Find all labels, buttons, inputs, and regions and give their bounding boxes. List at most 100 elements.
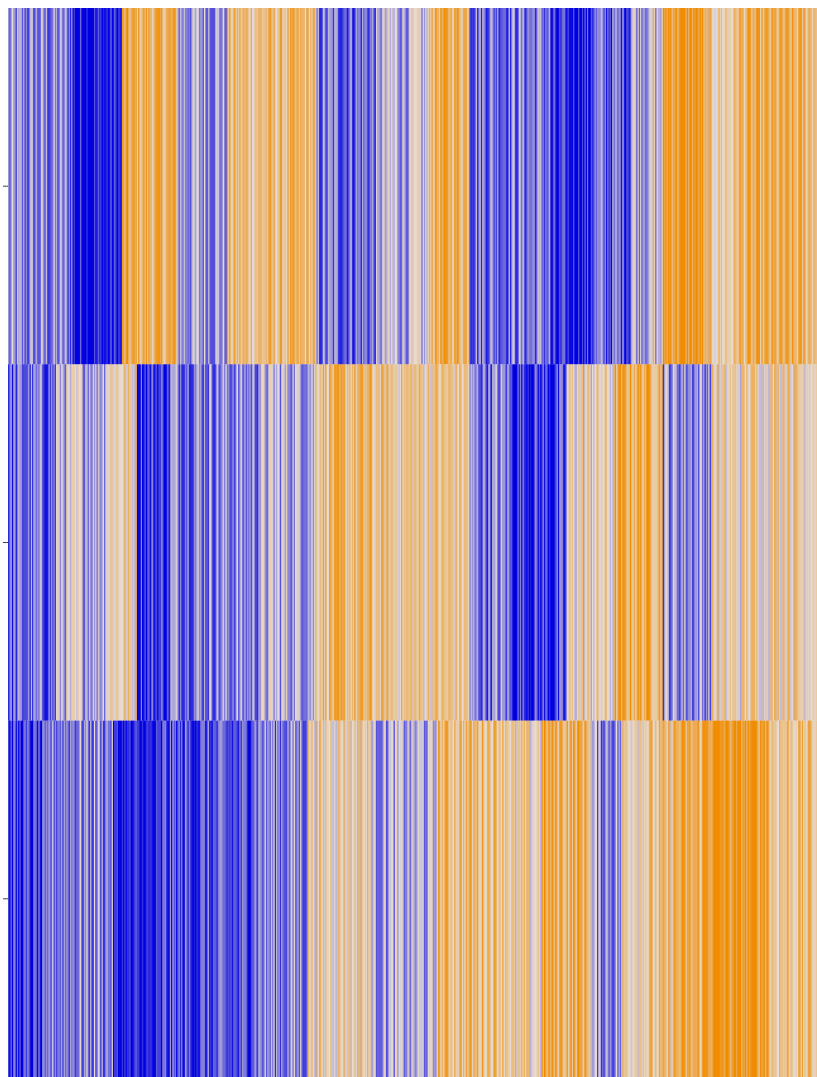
heatmap-cell [43,8,46,365]
heatmap-cell [99,364,101,721]
heatmap-cell [559,8,561,365]
heatmap-cell [536,8,539,365]
heatmap-cell [714,8,717,365]
heatmap-cell [129,8,132,365]
heatmap-cell [685,364,688,721]
heatmap-cell [34,364,37,721]
heatmap-cell [48,720,51,1077]
heatmap-cell [192,364,195,721]
heatmap-cell [708,720,711,1077]
heatmap-cell [75,720,77,1077]
heatmap-cell [203,720,206,1077]
heatmap-cell [10,8,13,365]
heatmap-cell [355,364,358,721]
heatmap-cell [528,8,531,365]
heatmap-cell [779,720,781,1077]
heatmap-cell [364,364,367,721]
heatmap-cell [341,8,344,365]
heatmap-cell [428,8,431,365]
heatmap-cell [52,364,55,721]
heatmap-cell [782,720,785,1077]
heatmap-cell [182,8,185,365]
heatmap-cell [427,720,430,1077]
heatmap-cell [193,364,196,721]
heatmap-cell [80,8,82,365]
heatmap-cell [378,720,381,1077]
heatmap-cell [131,8,134,365]
heatmap-cell [96,8,99,365]
heatmap-cell [651,720,654,1077]
heatmap-cell [755,364,757,721]
heatmap-cell [272,8,275,365]
heatmap-cell [80,364,82,721]
heatmap-cell [226,720,229,1077]
heatmap-cell [316,364,319,721]
heatmap-cell [523,720,526,1077]
heatmap-cell [734,8,737,365]
heatmap-cell [49,8,52,365]
heatmap-cell [441,720,444,1077]
heatmap-cell [456,720,459,1077]
heatmap-cell [503,8,506,365]
heatmap-cell [348,364,350,721]
heatmap-cell [234,364,237,721]
heatmap-cell [251,720,254,1077]
heatmap-cell [420,364,422,721]
heatmap-cell [504,720,507,1077]
heatmap-cell [666,364,669,721]
heatmap-cell [147,720,149,1077]
heatmap-cell [612,364,615,721]
heatmap-cell [799,364,802,721]
heatmap-cell [306,364,309,721]
heatmap-cell [288,364,291,721]
heatmap-cell [608,720,611,1077]
heatmap-cell [77,720,80,1077]
heatmap-cell [771,720,774,1077]
heatmap-cell [202,720,205,1077]
heatmap-cell [781,364,784,721]
heatmap-cell [454,364,457,721]
heatmap-cell [426,8,429,365]
heatmap-cell [634,8,637,365]
heatmap-cell [535,720,537,1077]
heatmap-cell [791,8,794,365]
heatmap-cell [67,364,70,721]
heatmap-cell [656,720,659,1077]
heatmap-cell [123,8,125,365]
heatmap-cell [188,8,191,365]
heatmap-cell [88,8,91,365]
heatmap-cell [219,8,221,365]
heatmap-cell [440,720,443,1077]
heatmap-cell [35,8,38,365]
heatmap-cell [482,8,484,365]
heatmap-cell [733,720,736,1077]
heatmap-cell [618,8,621,365]
heatmap-cell [90,720,93,1077]
heatmap-cell [432,364,435,721]
heatmap-cell [37,720,39,1077]
heatmap-cell [287,8,290,365]
heatmap-cell [257,8,259,365]
heatmap-cell [409,720,412,1077]
heatmap-cell [268,720,271,1077]
heatmap-cell [737,720,740,1077]
heatmap-cell [479,720,482,1077]
heatmap-cell [746,364,749,721]
heatmap-cell [401,720,403,1077]
heatmap-cell [244,364,247,721]
heatmap-cell [691,8,694,365]
heatmap-cell [388,720,391,1077]
heatmap-cell [525,720,527,1077]
heatmap-cell [391,364,393,721]
heatmap-cell [212,720,215,1077]
heatmap-cell [488,8,491,365]
heatmap-cell [674,364,677,721]
heatmap-cell [231,364,234,721]
heatmap-cell [526,8,529,365]
heatmap-cell [134,364,137,721]
heatmap-cell [241,8,244,365]
heatmap-cell [512,364,515,721]
heatmap-cell [47,364,50,721]
heatmap-cell [766,720,769,1077]
heatmap-cell [191,364,194,721]
